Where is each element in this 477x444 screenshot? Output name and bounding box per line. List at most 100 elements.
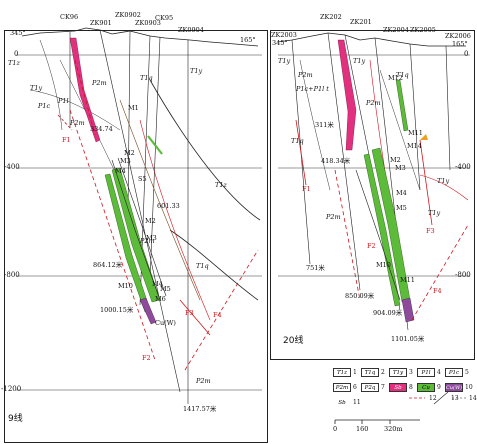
stratum-label: T1y [30,84,43,92]
vein-label: S5 [138,175,147,183]
elevation-tick: -800 [4,271,20,279]
legend-swatch-cuw: Cu(W) [445,383,463,392]
drill-hole-label: ZK2003 [271,31,297,39]
depth-annotation: 850.09米 [345,292,375,300]
elevation-tick: -1200 [1,385,22,393]
legend-item: 14 [451,393,477,404]
legend-item: P1l 4 [417,367,441,378]
elevation-tick: -800 [455,271,471,279]
fault-label: F1 [302,185,311,193]
legend-swatch: P2m [333,383,351,392]
legend-item: 13 [433,393,459,404]
vein-label: M2 [390,156,401,164]
legend-swatch: Sb [333,398,351,407]
stratum-label: P1l [58,97,69,105]
depth-annotation: 904.09米 [373,309,403,317]
depth-annotation: 1417.57米 [183,405,217,413]
legend-number: 4 [437,369,441,376]
legend-swatch: T1q [361,368,379,377]
vein-label: M10 [118,282,133,290]
legend-number: 10 [465,384,473,391]
legend-swatch: P2q [361,383,379,392]
stratum-label: T1q [396,71,409,79]
stratum-label: P2m [298,71,313,79]
vein-label: M3 [395,164,406,172]
depth-annotation: 418.34米 [321,157,351,165]
legend-number: 6 [353,384,357,391]
depth-annotation: 1101.05米 [391,335,425,343]
legend-item: T1q 2 [361,367,385,378]
drill-hole-label: ZK901 [90,19,112,27]
scale-label: 160 [356,425,369,433]
depth-annotation: 311米 [315,121,334,129]
elevation-tick: -400 [455,163,471,171]
fault-label: F3 [185,309,194,317]
azimuth-right: 165° [240,36,256,44]
stratum-label: P2m [366,99,381,107]
azimuth-left: 345° [272,39,288,47]
vein-label: M1 [128,104,139,112]
vein-label: M6 [155,295,166,303]
legend-item: 12 [389,393,437,404]
depth-annotation: 751米 [306,264,325,272]
azimuth-right: 165° [452,40,468,48]
stratum-label: P2m [140,237,155,245]
stratum-label: T1q [196,262,209,270]
drill-hole-label: ZK201 [350,18,372,26]
azimuth-left: 345° [10,29,26,37]
legend-item: P2q 7 [361,382,385,393]
vein-label: M2 [145,217,156,225]
scale-label: 320m [384,425,403,433]
legend-item: T1y 3 [389,367,413,378]
legend-item: P1c 5 [445,367,469,378]
stratum-label: T1y [428,209,441,217]
vein-label: M2 [124,149,135,157]
topography-line-20 [277,32,466,47]
vein-label: M4 [115,167,126,175]
stratum-label: P2m [326,213,341,221]
drill-hole-label: ZK2004 [383,26,409,34]
vein-label: M11 [400,276,415,284]
fault-label: F4 [433,287,442,295]
stratum-label: T1q [291,137,304,145]
legend-item: Sb 11 [333,397,361,408]
elevation-tick: 0 [464,50,469,58]
fault-label: F3 [426,227,435,235]
stratum-label: T1y [190,67,203,75]
vein-label: M3 [120,157,131,165]
legend-swatch: P1l [417,368,435,377]
vein-label: M12 [388,74,403,82]
depth-annotation: 864.12米 [93,261,123,269]
fault-label: F4 [213,311,222,319]
legend-swatch: T1y [389,368,407,377]
legend-swatch: T1z [333,368,351,377]
legend-item: Cu 9 [417,382,441,393]
drill-hole-label: ZK0903 [135,19,161,27]
legend-swatch-cu: Cu [417,383,435,392]
legend-number: 3 [409,369,413,376]
stratum-label: T1z [8,59,20,67]
legend-item: T1z 1 [333,367,357,378]
stratum-label: T1y [437,177,450,185]
legend-item: P2m 6 [333,382,357,393]
vein-label: M5 [160,285,171,293]
section-title-20: 20线 [283,336,304,346]
stratum-label: P1c+P1l t [296,85,329,93]
topography-line-9 [21,27,259,47]
drill-hole-label: ZK2006 [445,32,471,40]
vein-label: M4 [152,280,163,288]
stratum-label: T1q [140,74,153,82]
legend-number: 8 [409,384,413,391]
drill-hole-label: CK96 [60,13,79,21]
depth-annotation: 601.33 [157,202,180,210]
drill-hole-label: CK95 [155,14,174,22]
vein-label: Cu(W) [155,319,176,327]
legend: T1z 1 T1q 2 T1y 3 P1l 4 P1c 5 P2m 6 P2q … [333,365,477,411]
fault-label: F2 [142,354,151,362]
vein-label: M4 [396,189,407,197]
stratum-label: T1y [353,57,366,65]
stratum-label: T1y [278,57,291,65]
vein-label: M3 [146,234,157,242]
drill-hole-label: ZK202 [320,13,342,21]
